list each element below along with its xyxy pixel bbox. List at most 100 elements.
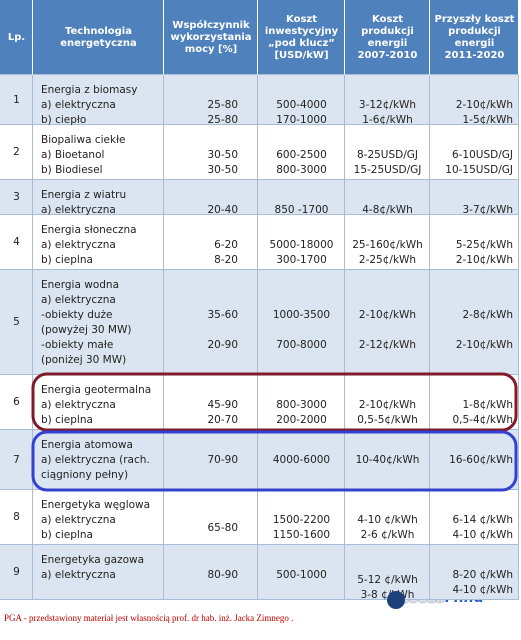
table-cell: 4-8¢/kWh [345,180,430,216]
table-cell: 70-90 [164,430,258,490]
cell-text: a) elektryczna [41,569,116,581]
cell-text: 4-10 ¢/kWh [357,514,418,526]
header-text: Koszt [372,13,403,25]
table-cell: 4 [0,215,33,270]
cell-text: ciągniony pełny) [41,469,129,481]
header-cell: Koszt inwestycyjny „pod klucz” [USD/kW] [258,0,345,75]
cell-text: a) Bioetanol [41,149,105,161]
table-cell: 1000-3500 700-8000 [258,270,345,375]
cell-text: 0,5-4¢/kWh [452,414,513,426]
cell-text: 600-2500 [276,149,327,161]
cell-text: 25-80 [207,99,238,111]
header-text: Koszt [286,13,317,25]
cell-text: b) Biodiesel [41,164,103,176]
header-text: [USD/kW] [274,49,329,61]
cell-text: 3-7¢/kWh [462,204,514,216]
cell-text: 2-8¢/kWh [462,309,514,321]
header-text: mocy [%] [184,43,238,55]
table-cell: 3 [0,180,33,215]
cell-text: Energia z wiatru [41,189,127,201]
table-cell: 6 [0,375,33,430]
cell-text: 35-60 [207,309,238,321]
cell-text: 1-5¢/kWh [462,114,514,126]
cell-text: 2-10¢/kWh [455,254,513,266]
table-cell: 7 [0,430,33,490]
table-cell: 30-50 30-50 [164,125,258,180]
cell-text: 16-60¢/kWh [449,454,513,466]
header-text: „pod klucz” [268,37,335,49]
table-cell: Energia z biomasy a) elektryczna b) ciepło [33,75,164,126]
cell-text: Energia z biomasy [41,84,138,96]
cell-text: a) elektryczna [41,514,116,526]
cell-text: 30-50 [207,164,238,176]
cell-text: 2-10¢/kWh [358,309,417,321]
table-cell: 3-12¢/kWh 1-6¢/kWh [345,75,430,126]
cell-text: 2-12¢/kWh [358,339,417,351]
cell-text: a) elektryczna [41,204,116,216]
table-cell: 35-60 20-90 [164,270,258,375]
cell-text: Energia wodna [41,279,120,291]
header-text: wykorzystania [170,31,252,43]
table-cell: 20-40 [164,180,258,216]
cell-text: 170-1000 [276,114,327,126]
cell-text: 2-25¢/kWh [358,254,417,266]
cell-text: 4-8¢/kWh [362,204,413,216]
row-number: 5 [13,316,20,328]
cell-text: Energia atomowa [41,439,133,451]
table-cell: 2-10¢/kWh 1-5¢/kWh [430,75,519,126]
cell-text: 2-10¢/kWh [455,99,513,111]
cell-text: 15-25USD/GJ [353,164,422,176]
row-number: 1 [13,93,20,106]
cell-text: 2-10¢/kWh [358,399,417,411]
cell-text: 30-50 [207,149,238,161]
cell-text: 1-6¢/kWh [362,114,413,126]
table-cell: Biopaliwa ciekłe a) Bioetanol b) Biodiesel [33,125,164,180]
cell-text: 6-14 ¢/kWh [452,514,513,526]
cell-text: 3-8 ¢/kWh [360,588,415,601]
table-cell: 500-1000 [258,545,345,600]
header-cell: Koszt produkcji energii 2007-2010 [345,0,430,75]
cell-text: 80-90 [207,569,238,581]
cell-text: 8-25USD/GJ [356,149,419,161]
footer-note: PGA - przedstawiony materiał jest własno… [4,613,294,623]
header-text: inwestycyjny [264,25,339,37]
cell-text: 20-90 [207,339,238,351]
cell-text: 200-2000 [276,414,327,426]
table-cell: 25-80 25-80 [164,75,258,126]
cell-text: b) cieplna [41,254,93,266]
cell-text: 1000-3500 [272,309,331,321]
table-cell: 8-25USD/GJ 15-25USD/GJ [345,125,430,180]
cell-text: 4-10 ¢/kWh [452,584,513,596]
header-text: Technologia [65,25,132,37]
header-cell: Technologia energetyczna [33,0,164,75]
table-cell: 4-10 ¢/kWh 2-6 ¢/kWh [345,490,430,545]
cell-text: a) elektryczna [41,99,116,111]
header-text: produkcji [448,25,501,37]
cell-text: 850 -1700 [274,204,329,216]
cell-text: 10-15USD/GJ [445,164,513,176]
table-cell: 5 [0,270,33,375]
cell-text: 5-25¢/kWh [455,239,513,251]
table-cell: 800-3000 200-2000 [258,375,345,430]
cell-text: 5000-18000 [269,239,334,251]
row-number: 3 [13,191,20,203]
cell-text: 6-20 [214,239,238,251]
table-cell: 80-90 [164,545,258,600]
header-text: 2007-2010 [357,49,418,61]
cell-text: 65-80 [207,521,238,534]
header-text: Lp. [7,31,26,43]
table-cell: 2 [0,125,33,180]
cell-text: 2-10¢/kWh [455,339,513,351]
cell-text: 4000-6000 [272,454,331,466]
cell-text: 500-4000 [276,99,327,111]
table-cell: 2-8¢/kWh 2-10¢/kWh [430,270,519,375]
cell-text: b) cieplna [41,414,93,426]
cell-text: 1-8¢/kWh [462,399,514,411]
row-number: 2 [13,146,20,158]
cell-text: Biopaliwa ciekłe [41,134,126,146]
cell-text: (poniżej 30 MW) [41,354,127,366]
row-number: 8 [13,511,20,523]
header-text: produkcji [361,25,414,37]
cell-text: (powyżej 30 MW) [41,324,132,336]
cell-text: Energetyka węglowa [41,499,151,511]
